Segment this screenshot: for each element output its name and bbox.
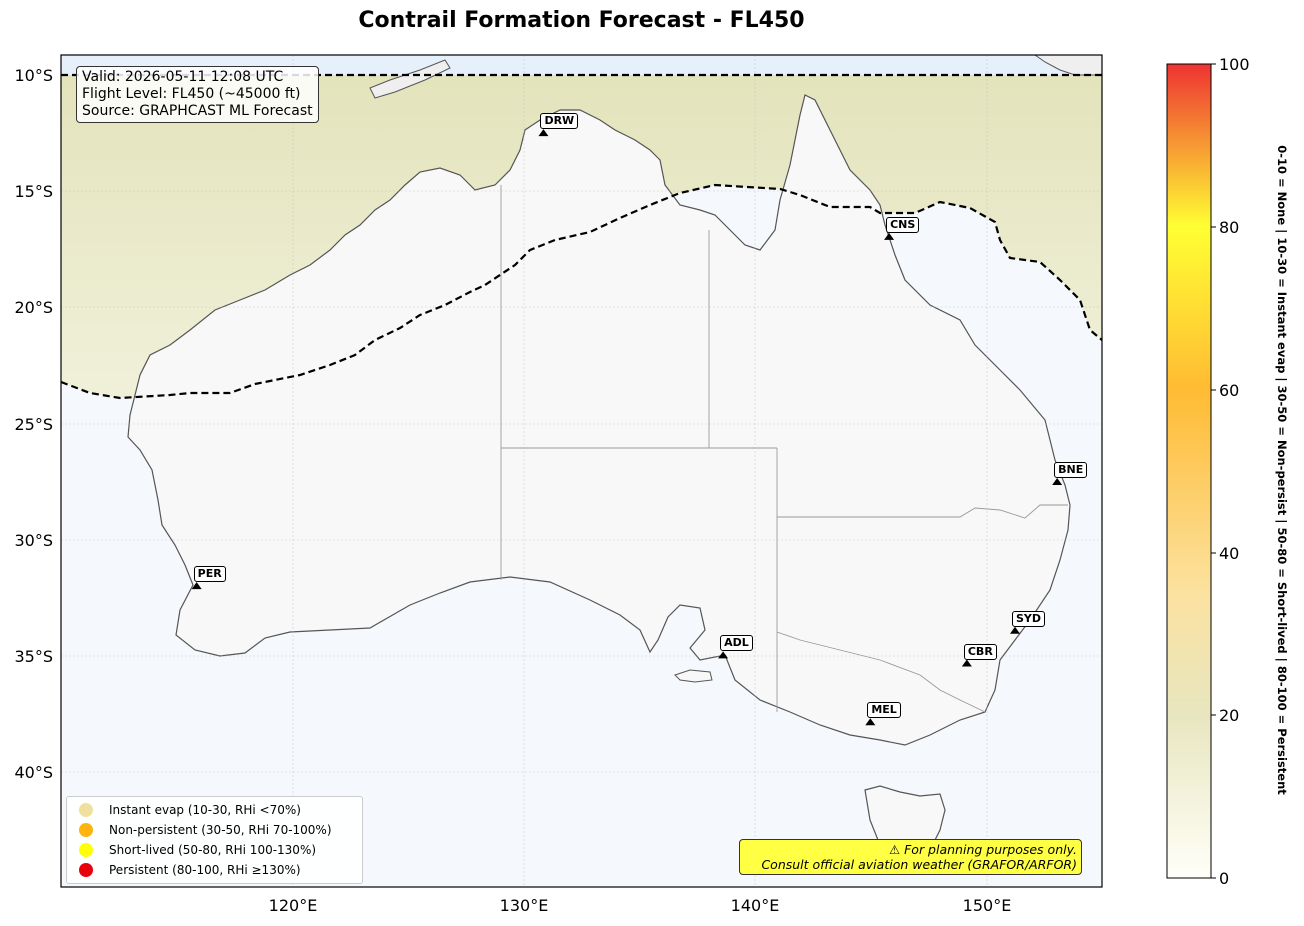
- legend-item: Instant evap (10-30, RHi <70%): [67, 800, 362, 820]
- colorbar-ticks: 0 20 40 60 80 100: [1211, 55, 1250, 888]
- legend-label: Instant evap (10-30, RHi <70%): [109, 803, 301, 817]
- city-label-cns: CNS: [886, 216, 920, 233]
- lon-tick-label: 150°E: [963, 896, 1012, 915]
- chart-title: Contrail Formation Forecast - FL450: [358, 8, 805, 33]
- contour-line-south: [61, 183, 1102, 400]
- city-marker-bne: [1052, 478, 1063, 486]
- australia-mainland: [127, 94, 1071, 746]
- colorbar-tick-label: 20: [1219, 706, 1239, 725]
- data-source: Source: GRAPHCAST ML Forecast: [82, 103, 313, 119]
- lat-tick-label: 25°S: [14, 415, 53, 434]
- legend-item: Non-persistent (30-50, RHi 70-100%): [67, 820, 362, 840]
- city-marker-syd: [1010, 626, 1021, 634]
- legend-label: Short-lived (50-80, RHi 100-130%): [109, 843, 317, 857]
- disclaimer-line: Consult official aviation weather (GRAFO…: [761, 857, 1077, 872]
- flight-level: Flight Level: FL450 (~45000 ft): [82, 86, 301, 102]
- legend: Instant evap (10-30, RHi <70%) Non-persi…: [66, 796, 363, 884]
- lat-tick-labels: 10°S 15°S 20°S 25°S 30°S 35°S 40°S: [14, 66, 53, 782]
- city-label-syd: SYD: [1012, 610, 1046, 627]
- city-marker-cbr: [961, 659, 972, 667]
- valid-time: Valid: 2026-05-11 12:08 UTC: [82, 69, 284, 85]
- legend-label: Persistent (80-100, RHi ≥130%): [109, 863, 301, 877]
- state-borders: [500, 185, 1068, 713]
- city-marker-adl: [718, 651, 729, 659]
- legend-swatch: [79, 863, 93, 877]
- city-label-cbr: CBR: [963, 643, 997, 660]
- city-label-adl: ADL: [720, 635, 753, 652]
- forecast-info-box: Valid: 2026-05-11 12:08 UTC Flight Level…: [76, 66, 319, 123]
- legend-swatch: [79, 803, 93, 817]
- legend-label: Non-persistent (30-50, RHi 70-100%): [109, 823, 332, 837]
- city-marker-cns: [884, 232, 895, 240]
- city-label-mel: MEL: [867, 702, 901, 719]
- city-marker-per: [191, 582, 202, 590]
- colorbar-tick-label: 0: [1219, 869, 1229, 888]
- map-top-band: [61, 55, 1102, 75]
- lat-tick-label: 30°S: [14, 531, 53, 550]
- map-frame: [60, 54, 1103, 888]
- lat-tick-label: 10°S: [14, 66, 53, 85]
- lat-tick-label: 20°S: [14, 298, 53, 317]
- kangaroo-island: [674, 669, 713, 683]
- legend-swatch: [79, 843, 93, 857]
- city-marker-mel: [865, 718, 876, 726]
- city-label-bne: BNE: [1054, 462, 1088, 478]
- city-marker-drw: [538, 129, 549, 137]
- city-label-drw: DRW: [540, 113, 579, 130]
- gridlines: [61, 55, 1102, 887]
- city-markers: [191, 129, 1063, 726]
- legend-item: Persistent (80-100, RHi ≥130%): [67, 860, 362, 880]
- colorbar: [1166, 63, 1212, 879]
- lon-tick-label: 140°E: [731, 896, 780, 915]
- colorbar-tick-label: 60: [1219, 381, 1239, 400]
- lat-tick-label: 40°S: [14, 763, 53, 782]
- legend-swatch: [79, 823, 93, 837]
- lat-tick-label: 35°S: [14, 647, 53, 666]
- lon-tick-label: 130°E: [500, 896, 549, 915]
- lat-tick-label: 15°S: [14, 182, 53, 201]
- disclaimer-line: ⚠ For planning purposes only.: [889, 842, 1077, 857]
- lon-tick-label: 120°E: [269, 896, 318, 915]
- colorbar-tick-label: 100: [1219, 55, 1250, 74]
- colorbar-tick-label: 80: [1219, 218, 1239, 237]
- colorbar-tick-label: 40: [1219, 544, 1239, 563]
- city-label-per: PER: [193, 566, 226, 583]
- colorbar-category-label: 0-10 = None | 10-30 = Instant evap | 30-…: [1275, 145, 1289, 795]
- disclaimer-box: ⚠ For planning purposes only. Consult of…: [739, 839, 1082, 875]
- lon-tick-labels: 120°E 130°E 140°E 150°E: [269, 896, 1012, 915]
- legend-item: Short-lived (50-80, RHi 100-130%): [67, 840, 362, 860]
- timor: [369, 59, 451, 99]
